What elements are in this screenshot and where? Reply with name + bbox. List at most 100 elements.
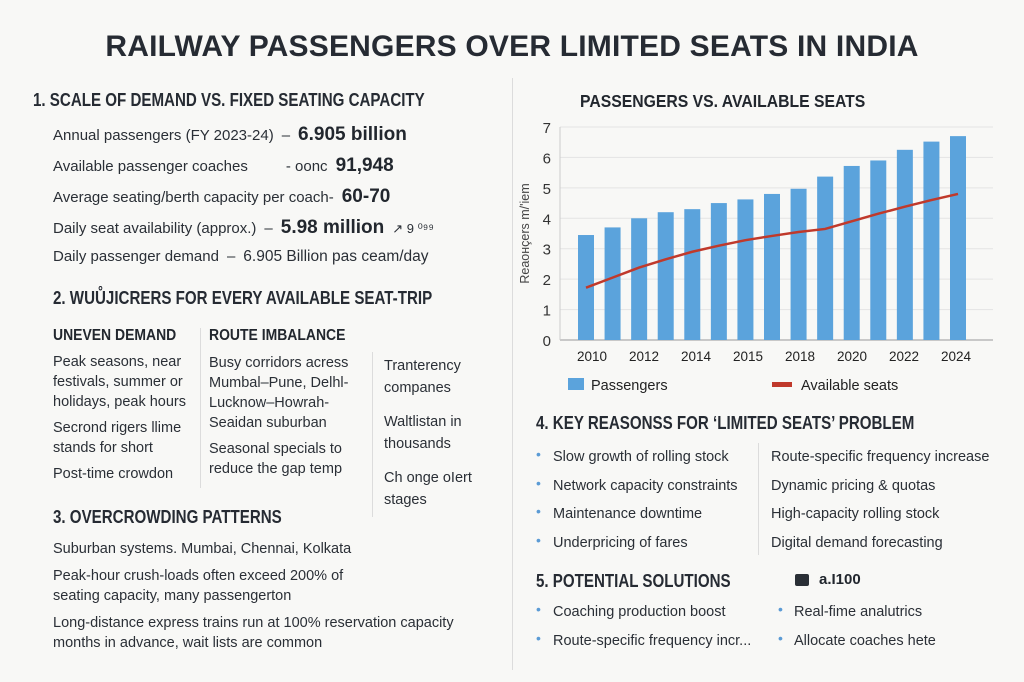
- bar-passengers: [764, 193, 780, 340]
- column-text: Peak seasons, near festivals, summer or …: [53, 354, 186, 410]
- list-item: Network capacity constraints: [553, 478, 738, 494]
- bullet-icon: •: [536, 630, 541, 646]
- passengers-vs-seats-chart: 0 1 2 3 4 5 6 7 Reaoнçers m/'iem 2010 2012 2014 2015…: [518, 120, 993, 394]
- list-item: Underpricing of fares: [553, 535, 688, 551]
- column-text: Secrond rigers llime stands for short: [53, 420, 182, 456]
- column-route-imbalance: Busy corridors acress Mumbal–Pune, Delhl…: [209, 353, 367, 479]
- col-divider: [372, 352, 373, 517]
- x-tick-label: 2020: [837, 349, 867, 364]
- x-tick-label: 2012: [629, 349, 659, 364]
- column-extra: Tranterency companes Waltlistan in thous…: [384, 355, 502, 511]
- list-item: Coaching production boost: [553, 604, 726, 620]
- y-tick-label: 4: [543, 211, 551, 228]
- column-text: Post-time crowdon: [53, 466, 174, 482]
- bar-passengers: [657, 212, 674, 340]
- section2-heading: 2. WUŮJICRERS FOR EVERY AVAILABLE SEAT-T…: [53, 288, 433, 308]
- column-divider: [512, 78, 513, 670]
- bullet-icon: •: [536, 446, 541, 462]
- y-axis-label: Reaoнçers m/'iem: [518, 183, 532, 283]
- list-item: Dynamic pricing & quotas: [771, 478, 936, 494]
- x-tick-label: 2018: [785, 349, 815, 364]
- bullet-icon: •: [778, 601, 783, 617]
- stat-label: Daily passenger demand: [53, 248, 219, 265]
- stat-label: Annual passengers (FY 2023-24): [53, 127, 274, 144]
- section5-heading: 5. POTENTIAL SOLUTIONS: [536, 571, 731, 591]
- x-tick-label: 2024: [941, 349, 972, 364]
- column-text: Waltlistan in thousands: [384, 414, 462, 452]
- stat-row: Annual passengers (FY 2023-24) –6.905 bil…: [53, 124, 407, 146]
- chart-title: PASSENGERS VS. AVAILABLE SEATS: [580, 91, 866, 111]
- x-tick-label: 2022: [889, 349, 919, 364]
- paragraph: Long-distance express trains run at 100%…: [53, 615, 454, 651]
- list-item: Allocate coaches hete: [794, 633, 936, 649]
- x-tick-label: 2015: [733, 349, 763, 364]
- bar-passengers: [923, 141, 940, 340]
- bar-passengers: [843, 165, 860, 340]
- stat-row: Available passenger coaches - oonc 91,948: [53, 155, 394, 177]
- bullet-icon: •: [536, 475, 541, 491]
- stat-value: 91,948: [335, 155, 394, 176]
- list-item: Route-specific frequency incr...: [553, 633, 752, 649]
- page-title: RAILWAY PASSENGERS OVER LIMITED SEATS IN…: [105, 30, 919, 63]
- y-tick-label: 1: [543, 303, 551, 320]
- bar-passengers: [684, 209, 701, 340]
- list-item: Route-specific frequency increase: [771, 449, 990, 465]
- list-item: Digital demand forecasting: [771, 535, 943, 551]
- stat-separator: –: [264, 220, 273, 237]
- bar-passengers: [896, 149, 913, 340]
- y-tick-label: 3: [543, 242, 551, 259]
- column-text: Tranterency companes: [384, 358, 461, 396]
- bullet-icon: •: [536, 503, 541, 519]
- bar-passengers: [870, 160, 887, 340]
- bar-passengers: [950, 136, 966, 340]
- col-divider: [758, 443, 759, 555]
- column-uneven-demand: Peak seasons, near festivals, summer or …: [53, 352, 195, 484]
- stat-separator: –: [226, 248, 236, 265]
- stat-label: Available passenger coaches: [53, 158, 248, 175]
- y-tick-label: 2: [543, 272, 551, 289]
- list-item: Maintenance downtime: [553, 506, 703, 522]
- column-header-uneven-demand: UNEVEN DEMAND: [53, 327, 177, 344]
- list-item: High-capacity rolling stock: [771, 506, 940, 522]
- stat-value: 6.905 Billion pas ceam/day: [243, 248, 429, 265]
- y-tick-label: 6: [543, 150, 551, 167]
- x-tick-label: 2014: [681, 349, 712, 364]
- y-tick-label: 0: [543, 333, 551, 350]
- section4-heading: 4. KEY REASONSS FOR ‘LIMITED SEATS’ PROB…: [536, 413, 915, 433]
- stat-row: Daily seat availability (approx.) –5.98 m…: [53, 217, 434, 239]
- stat-separator: - oonc: [285, 158, 328, 175]
- column-text: Ch onge oIert stages: [384, 470, 472, 508]
- stat-value: 6.905 billion: [298, 124, 407, 145]
- column-text: Busy corridors acress Mumbal–Pune, Delhl…: [209, 355, 349, 431]
- icon-caption: a.I100: [819, 571, 861, 588]
- stat-row: Daily passenger demand –6.905 Billion pas…: [53, 248, 429, 266]
- bullet-icon: •: [536, 532, 541, 548]
- bar-passengers: [817, 176, 834, 340]
- stat-value: 60-70: [341, 186, 391, 207]
- line-available-seats: [585, 192, 959, 289]
- section3-paragraphs: Suburban systems. Mumbai, Chennai, Kolka…: [53, 539, 503, 653]
- list-item: Real-fime analutrics: [794, 604, 923, 620]
- y-tick-label: 7: [543, 120, 551, 137]
- legend-swatch-available-seats: [772, 382, 792, 387]
- y-tick-label: 5: [543, 181, 551, 198]
- bar-passengers: [631, 218, 648, 340]
- column-header-route-imbalance: ROUTE IMBALANCE: [209, 327, 346, 344]
- legend-label-passengers: Passengers: [591, 378, 668, 394]
- section1-heading: 1. SCALE OF DEMAND VS. FIXED SEATING CAP…: [33, 90, 425, 110]
- bar-passengers: [604, 227, 621, 340]
- bar-passengers: [737, 199, 754, 340]
- legend-label-available-seats: Available seats: [801, 378, 898, 394]
- stat-row: Average seating/berth capacity per coach…: [53, 186, 390, 208]
- bar-passengers: [710, 203, 727, 340]
- list-item: Slow growth of rolling stock: [553, 449, 729, 465]
- bar-passengers: [790, 188, 807, 340]
- col-divider: [200, 328, 201, 488]
- column-text: Seasonal specials to reduce the gap temp: [209, 441, 343, 477]
- stat-separator: –: [281, 127, 291, 144]
- coach-icon: [795, 574, 809, 586]
- bullet-icon: •: [778, 630, 783, 646]
- stat-label: Average seating/berth capacity per coach…: [53, 189, 334, 206]
- bullet-icon: •: [536, 601, 541, 617]
